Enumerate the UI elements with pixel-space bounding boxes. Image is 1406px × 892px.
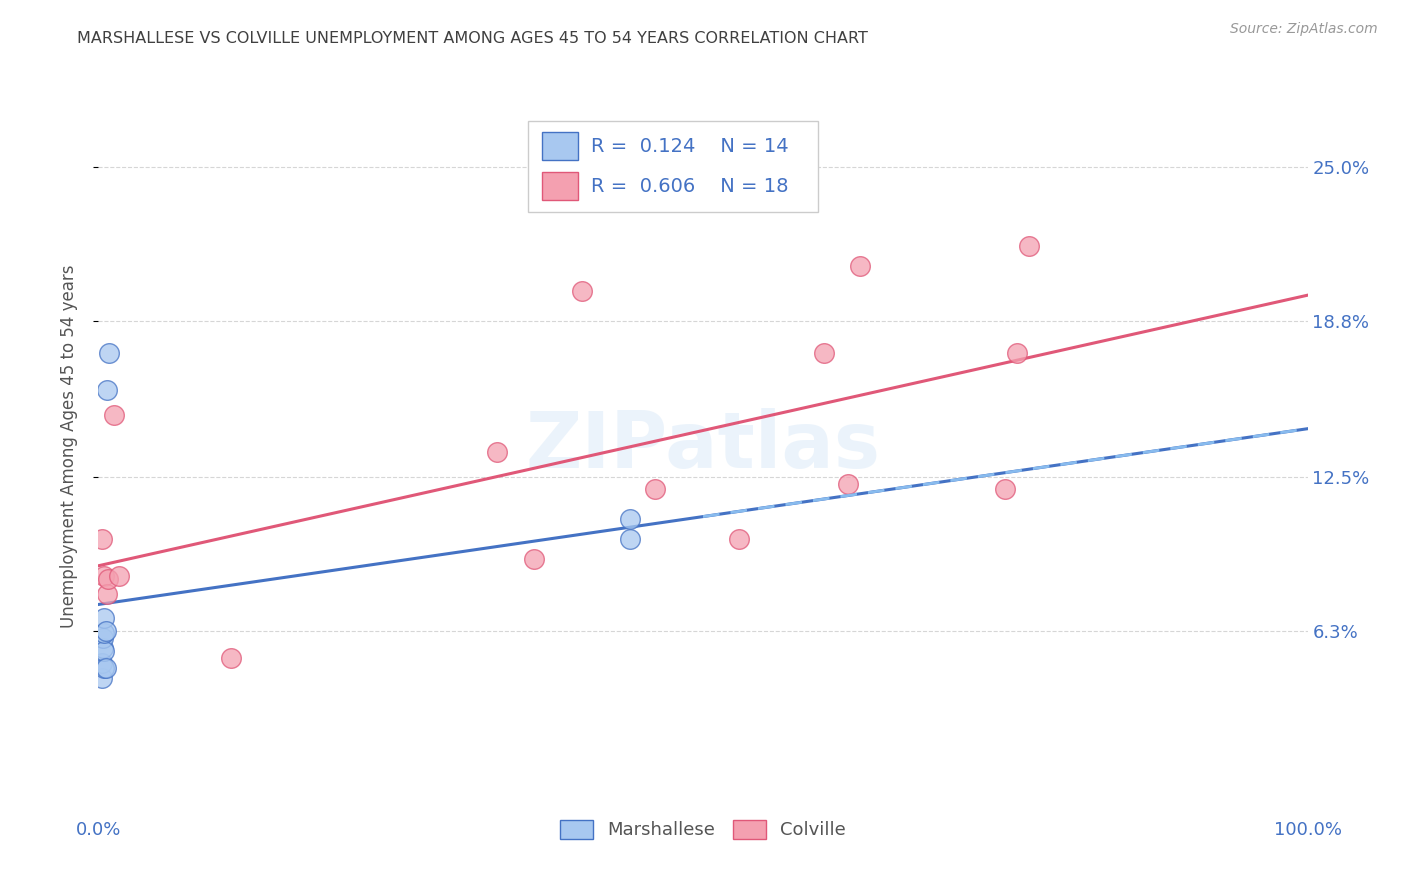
Point [91, 631, 114, 645]
Point [486, 445, 509, 459]
Point [94, 661, 117, 675]
Point [97, 572, 120, 586]
Point [91, 641, 114, 656]
Point [108, 569, 131, 583]
Point [91, 656, 114, 670]
Point [93, 643, 115, 657]
Legend: Marshallese, Colville: Marshallese, Colville [553, 813, 853, 847]
Point [837, 477, 859, 491]
Point [523, 551, 546, 566]
Point [728, 532, 751, 546]
FancyBboxPatch shape [527, 120, 818, 212]
Point [103, 408, 125, 422]
FancyBboxPatch shape [543, 132, 578, 160]
Point [849, 259, 872, 273]
Point [994, 483, 1017, 497]
Point [96, 383, 118, 397]
Point [94, 624, 117, 638]
Point [93, 626, 115, 640]
Text: MARSHALLESE VS COLVILLE UNEMPLOYMENT AMONG AGES 45 TO 54 YEARS CORRELATION CHART: MARSHALLESE VS COLVILLE UNEMPLOYMENT AMO… [77, 31, 869, 46]
Y-axis label: Unemployment Among Ages 45 to 54 years: Unemployment Among Ages 45 to 54 years [59, 264, 77, 628]
Point [93, 569, 115, 583]
Text: Source: ZipAtlas.com: Source: ZipAtlas.com [1230, 22, 1378, 37]
Point [93, 611, 115, 625]
Point [96, 586, 118, 600]
FancyBboxPatch shape [543, 172, 578, 200]
Point [221, 651, 243, 665]
Point [571, 284, 593, 298]
Point [91, 532, 114, 546]
Point [93, 661, 115, 675]
Point [1007, 346, 1029, 360]
Text: R =  0.606    N = 18: R = 0.606 N = 18 [591, 177, 787, 196]
Point [644, 483, 666, 497]
Point [619, 532, 641, 546]
Text: ZIPatlas: ZIPatlas [526, 408, 880, 484]
Point [98, 346, 121, 360]
Text: R =  0.124    N = 14: R = 0.124 N = 14 [591, 136, 789, 155]
Point [1018, 239, 1040, 253]
Point [91, 671, 114, 685]
Point [619, 512, 641, 526]
Point [813, 346, 835, 360]
